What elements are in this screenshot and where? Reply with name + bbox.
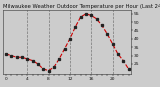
Text: Milwaukee Weather Outdoor Temperature per Hour (Last 24 Hours): Milwaukee Weather Outdoor Temperature pe… bbox=[3, 4, 160, 9]
